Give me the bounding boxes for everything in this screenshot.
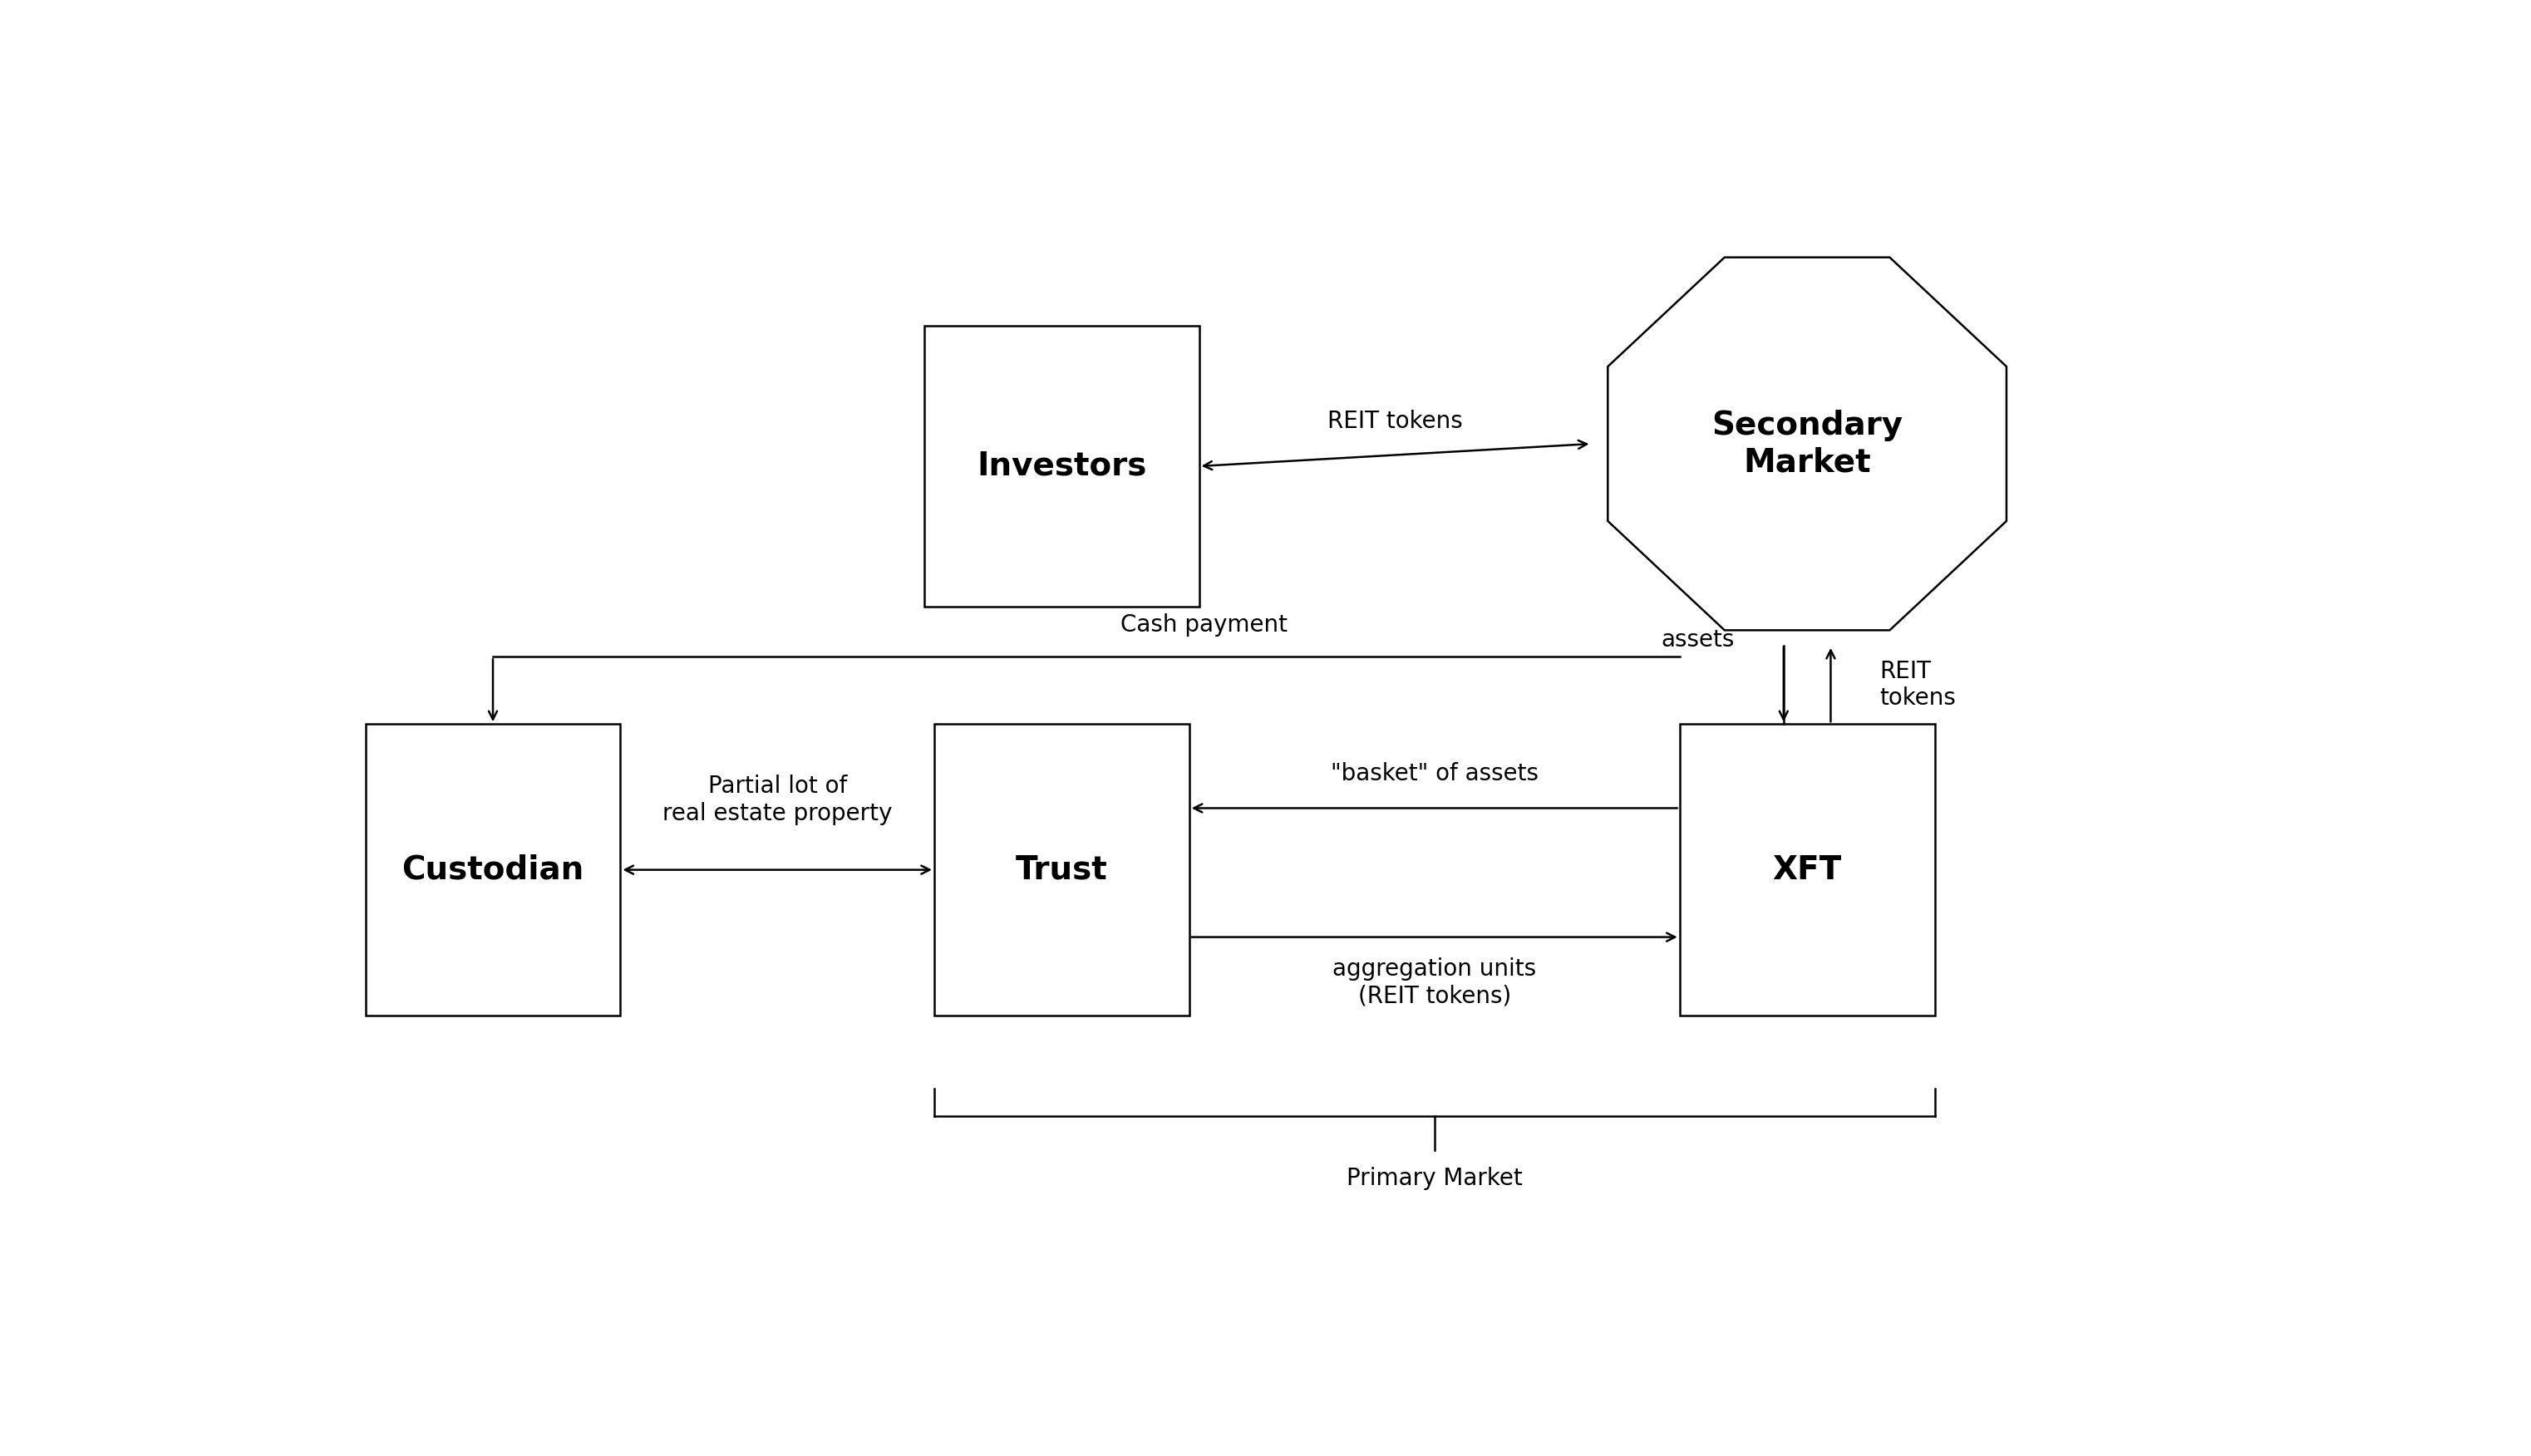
Bar bbox=[1681, 724, 1934, 1016]
Text: Investors: Investors bbox=[977, 450, 1147, 482]
Text: Primary Market: Primary Market bbox=[1346, 1166, 1524, 1190]
Text: XFT: XFT bbox=[1772, 855, 1843, 885]
Text: aggregation units
(REIT tokens): aggregation units (REIT tokens) bbox=[1331, 957, 1536, 1008]
Bar bbox=[364, 724, 620, 1016]
Text: Custodian: Custodian bbox=[402, 855, 585, 885]
Polygon shape bbox=[1607, 258, 2007, 630]
Bar bbox=[924, 326, 1200, 606]
Bar bbox=[934, 724, 1190, 1016]
Text: REIT
tokens: REIT tokens bbox=[1881, 660, 1956, 711]
Text: Secondary
Market: Secondary Market bbox=[1711, 409, 1903, 478]
Text: assets: assets bbox=[1660, 629, 1734, 652]
Text: "basket" of assets: "basket" of assets bbox=[1331, 763, 1539, 786]
Text: Cash payment: Cash payment bbox=[1121, 613, 1288, 636]
Text: REIT tokens: REIT tokens bbox=[1329, 409, 1463, 432]
Text: Trust: Trust bbox=[1015, 855, 1109, 885]
Text: Partial lot of
real estate property: Partial lot of real estate property bbox=[663, 775, 893, 826]
